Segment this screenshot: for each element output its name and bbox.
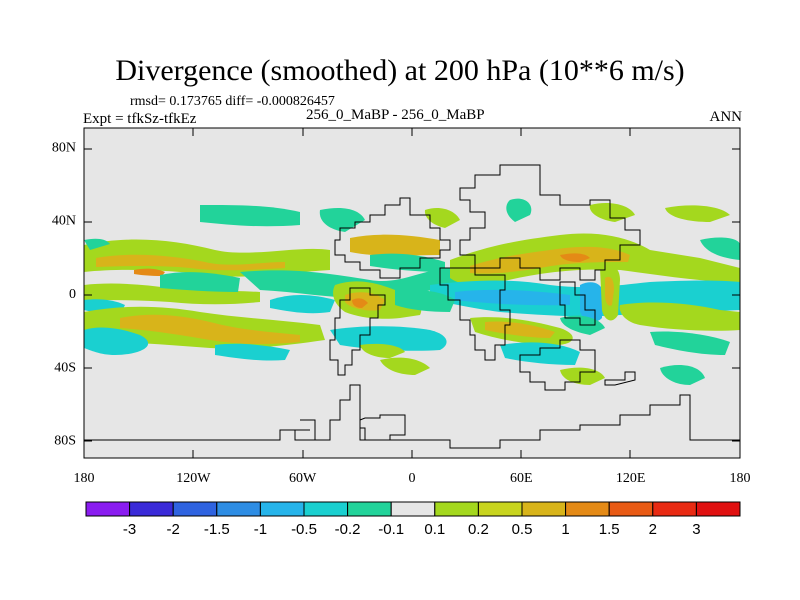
- tick-marks: [83, 128, 741, 458]
- contour-band: [485, 321, 555, 338]
- colorbar-swatch: [259, 501, 305, 517]
- colorbar-swatch: [608, 501, 654, 517]
- stats-line: rmsd= 0.173765 diff= -0.000826457: [130, 94, 335, 109]
- south-america-outline: [329, 287, 386, 376]
- colorbar-swatch: [477, 501, 523, 517]
- x-tick-label: 60E: [510, 471, 533, 486]
- contour-band: [650, 331, 730, 355]
- case-label: 256_0_MaBP - 256_0_MaBP: [306, 107, 485, 123]
- x-tick-label: 180: [74, 471, 95, 486]
- colorbar: [85, 501, 741, 517]
- colorbar-swatch: [303, 501, 349, 517]
- colorbar-level-label: -1: [254, 521, 267, 538]
- divergence-field: [84, 198, 740, 385]
- contour-band: [700, 237, 740, 260]
- colorbar-labels: -3 -2 -1.5 -1 -0.5 -0.2 -0.1 0.1 0.2 0.5 1 1.5 2 3: [123, 521, 701, 538]
- contour-band: [84, 238, 110, 250]
- colorbar-swatch: [434, 501, 479, 517]
- x-tick-label: 120E: [616, 471, 646, 486]
- colorbar-swatch: [347, 501, 392, 517]
- y-tick-label: 80N: [52, 140, 76, 155]
- asia-south-outline: [559, 281, 596, 326]
- y-tick-label: 40N: [52, 214, 76, 229]
- contour-band: [470, 246, 630, 274]
- y-tick-label: 40S: [54, 360, 76, 375]
- x-tick-label: 180: [730, 471, 751, 486]
- colorbar-swatch: [565, 501, 610, 517]
- y-tick-labels: 80N 40N 0 40S 80S: [52, 140, 76, 448]
- colorbar-level-label: 1.5: [599, 521, 620, 538]
- experiment-label: Expt = tfkSz-tfkEz: [83, 111, 197, 127]
- x-tick-label: 60W: [289, 471, 317, 486]
- colorbar-level-label: -0.2: [335, 521, 361, 538]
- colorbar-level-label: 0.5: [512, 521, 533, 538]
- contour-band: [380, 357, 430, 375]
- colorbar-swatch: [521, 501, 567, 517]
- x-tick-labels: 180 120W 60W 0 60E 120E 180: [74, 471, 751, 486]
- contour-band: [455, 289, 570, 306]
- contour-band: [160, 272, 240, 292]
- islands-outline: [604, 371, 636, 386]
- colorbar-level-label: 0.2: [468, 521, 489, 538]
- contour-band: [352, 298, 368, 308]
- period-label: ANN: [709, 109, 743, 125]
- x-tick-label: 120W: [176, 471, 211, 486]
- africa-outline: [439, 267, 511, 361]
- contour-band: [330, 326, 447, 351]
- y-tick-label: 0: [69, 287, 76, 302]
- contour-band: [506, 198, 532, 222]
- colorbar-level-label: 2: [649, 521, 657, 538]
- contour-band: [395, 289, 455, 312]
- contour-band: [360, 343, 405, 358]
- eurasia-outline: [459, 164, 641, 281]
- antarctic-peninsula-outline: [295, 419, 316, 440]
- colorbar-swatch: [85, 501, 131, 517]
- colorbar-level-label: -2: [167, 521, 180, 538]
- colorbar-level-label: 1: [561, 521, 569, 538]
- north-america-outline: [334, 197, 451, 279]
- colorbar-level-label: -3: [123, 521, 136, 538]
- contour-band: [424, 208, 460, 228]
- colorbar-swatch: [695, 501, 741, 517]
- contour-band: [665, 205, 730, 222]
- colorbar-swatch: [652, 501, 697, 517]
- contour-band: [96, 254, 285, 271]
- contour-band: [134, 268, 165, 276]
- colorbar-level-label: -1.5: [204, 521, 230, 538]
- y-tick-label: 80S: [54, 434, 76, 449]
- contour-band: [84, 327, 149, 355]
- contour-band: [350, 234, 440, 256]
- contour-band: [84, 283, 260, 305]
- contour-band: [200, 205, 300, 227]
- contour-band: [660, 365, 705, 385]
- contour-band: [560, 253, 590, 262]
- colorbar-swatch: [390, 501, 436, 517]
- contour-band: [580, 282, 602, 322]
- contour-band: [589, 203, 635, 222]
- colorbar-level-label: -0.5: [291, 521, 317, 538]
- coastlines: [84, 164, 740, 449]
- chart-title: Divergence (smoothed) at 200 hPa (10**6 …: [115, 54, 685, 87]
- colorbar-level-label: 3: [692, 521, 700, 538]
- colorbar-swatch: [172, 501, 218, 517]
- colorbar-level-label: 0.1: [424, 521, 445, 538]
- contour-band: [619, 302, 740, 331]
- contour-band: [215, 343, 290, 361]
- colorbar-swatch: [216, 501, 261, 517]
- colorbar-swatch: [129, 501, 174, 517]
- contour-band: [319, 208, 365, 232]
- x-tick-label: 0: [409, 471, 416, 486]
- weddell-outline: [359, 414, 406, 441]
- colorbar-level-label: -0.1: [378, 521, 404, 538]
- contour-band: [270, 295, 335, 314]
- contour-band: [605, 276, 614, 306]
- contour-band: [120, 314, 300, 345]
- antarctica-outline: [84, 384, 740, 449]
- australia-outline: [519, 339, 596, 391]
